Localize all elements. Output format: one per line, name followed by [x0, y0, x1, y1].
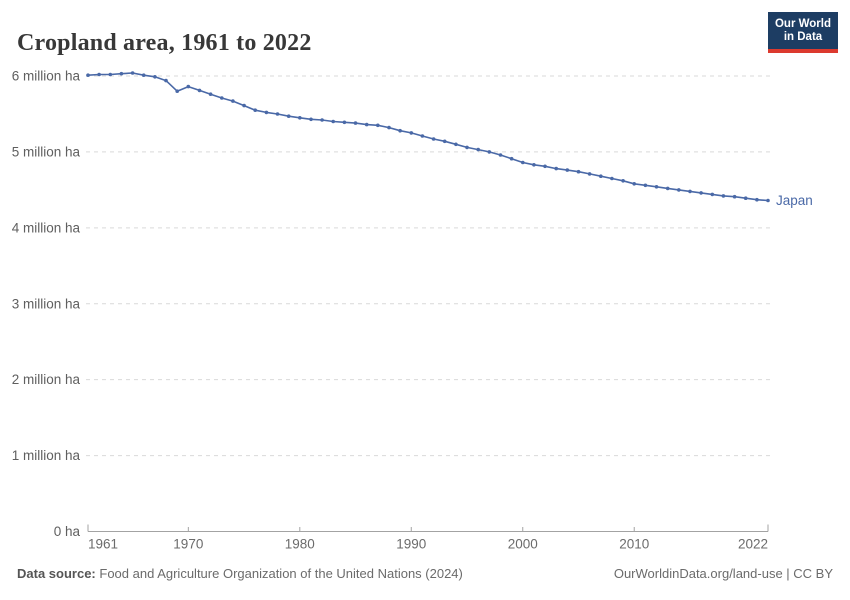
- data-point[interactable]: [587, 172, 592, 176]
- data-point[interactable]: [286, 114, 291, 118]
- data-point[interactable]: [186, 84, 191, 89]
- data-point[interactable]: [242, 103, 246, 108]
- data-point[interactable]: [521, 160, 525, 165]
- owid-logo[interactable]: Our World in Data: [768, 12, 838, 53]
- y-axis-tick-label: 1 million ha: [12, 448, 81, 463]
- data-point[interactable]: [743, 196, 748, 200]
- data-point[interactable]: [755, 197, 759, 202]
- data-point[interactable]: [721, 194, 726, 198]
- data-point[interactable]: [487, 150, 492, 154]
- data-point[interactable]: [130, 71, 135, 75]
- y-axis-tick-label: 2 million ha: [12, 372, 81, 387]
- data-point[interactable]: [565, 168, 570, 172]
- data-point[interactable]: [476, 147, 481, 152]
- data-source-label: Data source:: [17, 566, 96, 581]
- data-point[interactable]: [621, 179, 625, 183]
- data-source-text: Food and Agriculture Organization of the…: [99, 566, 463, 581]
- y-axis-tick-label: 5 million ha: [12, 144, 81, 159]
- page-title: Cropland area, 1961 to 2022: [17, 30, 312, 57]
- owid-logo-line1: Our World: [774, 18, 831, 30]
- data-point[interactable]: [141, 73, 146, 77]
- data-point[interactable]: [253, 108, 257, 112]
- data-point[interactable]: [576, 169, 581, 174]
- data-point[interactable]: [197, 88, 202, 93]
- data-point[interactable]: [498, 153, 503, 157]
- owid-logo-accent-bar: [768, 49, 838, 53]
- y-axis-tick-label: 6 million ha: [12, 69, 81, 84]
- y-axis-tick-label: 0 ha: [54, 524, 81, 539]
- data-point[interactable]: [442, 139, 447, 144]
- data-point[interactable]: [364, 122, 369, 127]
- data-point[interactable]: [409, 131, 414, 135]
- data-point[interactable]: [699, 191, 703, 195]
- data-point[interactable]: [554, 166, 558, 171]
- data-point[interactable]: [97, 72, 101, 77]
- data-line[interactable]: [87, 72, 769, 202]
- x-axis-tick-label: 2010: [619, 537, 649, 552]
- data-point[interactable]: [532, 163, 536, 167]
- data-point[interactable]: [654, 185, 659, 189]
- data-point[interactable]: [398, 128, 402, 133]
- data-point[interactable]: [599, 174, 603, 178]
- x-axis-tick-label: 1961: [88, 537, 118, 552]
- series-label[interactable]: Japan: [776, 193, 813, 208]
- data-point[interactable]: [543, 164, 547, 169]
- data-point[interactable]: [732, 194, 737, 199]
- data-point[interactable]: [376, 123, 380, 128]
- data-point[interactable]: [108, 72, 113, 77]
- x-axis-tick-label: 1970: [173, 537, 203, 552]
- data-point[interactable]: [665, 186, 670, 191]
- data-point[interactable]: [431, 137, 436, 141]
- data-point[interactable]: [766, 198, 770, 203]
- x-axis-tick-label: 1990: [396, 537, 426, 552]
- data-point[interactable]: [331, 119, 336, 124]
- y-axis-tick-label: 3 million ha: [12, 296, 81, 311]
- data-point[interactable]: [153, 75, 157, 79]
- data-point[interactable]: [208, 92, 213, 96]
- data-point[interactable]: [175, 89, 179, 93]
- data-point[interactable]: [643, 183, 648, 188]
- data-point[interactable]: [220, 96, 224, 100]
- data-point[interactable]: [342, 120, 347, 125]
- data-point[interactable]: [353, 121, 358, 125]
- data-point[interactable]: [387, 125, 391, 130]
- owid-logo-line2: in Data: [783, 31, 823, 43]
- data-point[interactable]: [86, 73, 90, 77]
- x-axis-tick-label: 2000: [508, 537, 538, 552]
- data-point[interactable]: [420, 134, 425, 138]
- data-point[interactable]: [164, 78, 168, 83]
- x-axis-tick-label: 2022: [738, 537, 768, 552]
- data-point[interactable]: [465, 145, 469, 150]
- y-axis-tick-label: 4 million ha: [12, 220, 81, 235]
- owid-logo-box: Our World in Data: [768, 12, 838, 49]
- data-point[interactable]: [610, 176, 614, 181]
- x-axis-tick-label: 1980: [285, 537, 315, 552]
- data-point[interactable]: [509, 156, 514, 161]
- data-point[interactable]: [309, 117, 313, 122]
- data-point[interactable]: [119, 71, 124, 76]
- footer-attribution[interactable]: OurWorldinData.org/land-use | CC BY: [613, 566, 833, 581]
- data-point[interactable]: [231, 99, 235, 103]
- data-source: Data source: Food and Agriculture Organi…: [17, 566, 463, 581]
- data-point[interactable]: [677, 188, 681, 192]
- data-point[interactable]: [264, 110, 269, 115]
- data-point[interactable]: [320, 118, 324, 122]
- data-point[interactable]: [688, 189, 692, 194]
- data-point[interactable]: [298, 116, 302, 120]
- data-point[interactable]: [632, 182, 636, 186]
- data-point[interactable]: [454, 142, 458, 147]
- chart-footer: Data source: Food and Agriculture Organi…: [17, 566, 833, 581]
- data-point[interactable]: [710, 192, 715, 197]
- data-point[interactable]: [275, 112, 280, 116]
